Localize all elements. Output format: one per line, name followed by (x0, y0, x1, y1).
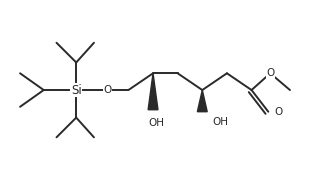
Text: OH: OH (148, 118, 164, 128)
Polygon shape (148, 73, 158, 110)
Polygon shape (197, 90, 207, 112)
Text: OH: OH (212, 117, 228, 127)
Text: O: O (274, 107, 282, 117)
Text: O: O (104, 85, 112, 95)
Text: O: O (266, 68, 274, 78)
Text: Si: Si (71, 84, 82, 97)
